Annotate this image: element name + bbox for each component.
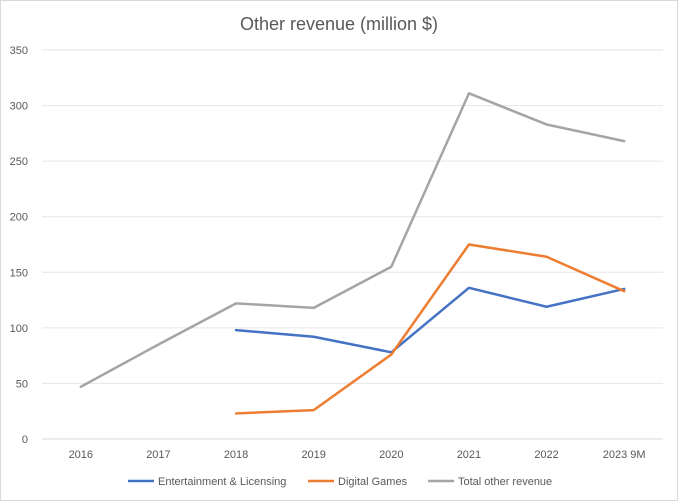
legend: Entertainment & Licensing Digital Games To… [128,476,552,488]
x-axis-ticks: 2016 2017 2018 2019 2020 2021 2022 2023 9M [69,449,646,461]
legend-label: Total other revenue [458,476,552,488]
series-line [79,92,626,389]
chart-title: Other revenue (million $) [239,14,439,34]
x-tick-label: 2018 [224,449,248,461]
series-line [234,286,626,354]
x-tick-label: 2023 9M [603,449,646,461]
gridlines [42,49,663,440]
y-tick-label: 300 [10,101,28,113]
y-tick-label: 50 [16,378,28,390]
legend-label: Digital Games [338,476,408,488]
x-tick-label: 2017 [146,449,170,461]
x-tick-label: 2022 [534,449,558,461]
x-tick-label: 2019 [301,449,325,461]
y-tick-label: 350 [10,45,28,57]
y-tick-label: 100 [10,323,28,335]
y-tick-label: 250 [10,156,28,168]
x-tick-label: 2020 [379,449,403,461]
y-tick-label: 0 [22,434,28,446]
y-tick-label: 200 [10,212,28,224]
legend-label: Entertainment & Licensing [158,476,286,488]
x-tick-label: 2016 [69,449,93,461]
y-tick-label: 150 [10,267,28,279]
series-line [234,243,626,415]
y-axis-ticks: 0 50 100 150 200 250 300 350 [10,45,28,446]
x-tick-label: 2021 [457,449,481,461]
series-lines [79,92,626,415]
